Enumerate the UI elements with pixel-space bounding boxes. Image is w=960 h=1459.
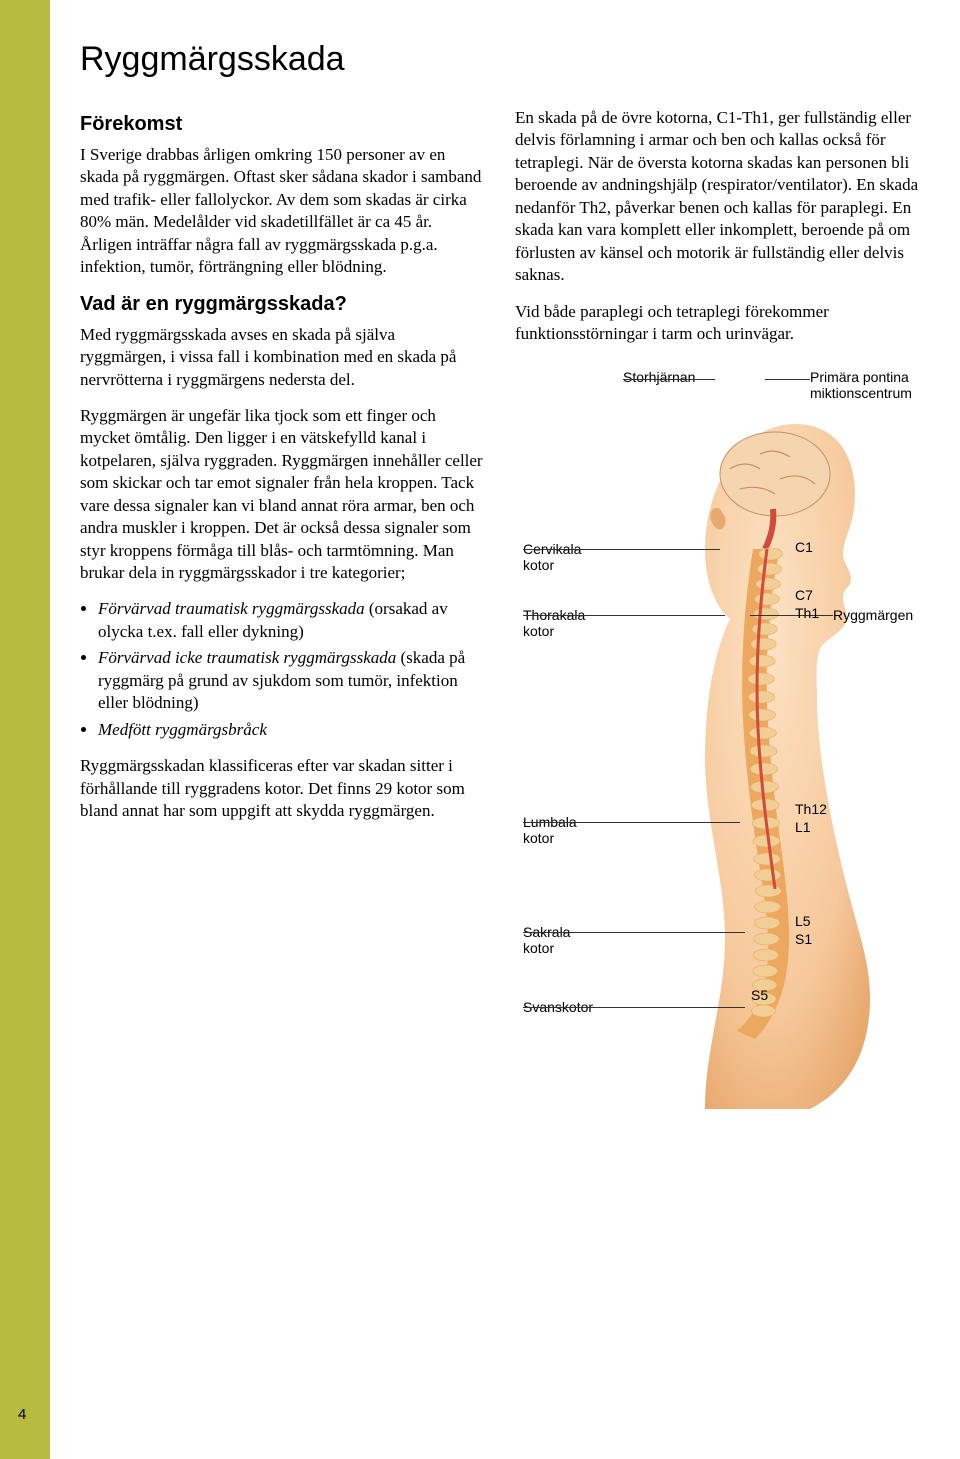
diagram-label: Primära pontinamiktionscentrum bbox=[810, 369, 912, 401]
spine-tick-label: Th12 bbox=[795, 801, 827, 817]
page-title: Ryggmärgsskada bbox=[80, 40, 920, 79]
label-line bbox=[623, 379, 715, 380]
label-line bbox=[523, 822, 740, 823]
content-area: Ryggmärgsskada Förekomst I Sverige drabb… bbox=[80, 40, 920, 1139]
page: 4 Ryggmärgsskada Förekomst I Sverige dra… bbox=[0, 0, 960, 1459]
spine-diagram: Storhjärnan Cervikalakotor Thorakalakotor L… bbox=[515, 359, 915, 1139]
para-vad3: Ryggmärgsskadan klassificeras efter var … bbox=[80, 755, 485, 822]
list-em: Medfött ryggmärgsbråck bbox=[98, 720, 267, 739]
body-illustration bbox=[645, 399, 885, 1119]
para-vad1: Med ryggmärgsskada avses en skada på sjä… bbox=[80, 324, 485, 391]
right-column: En skada på de övre kotorna, C1-Th1, ger… bbox=[515, 107, 920, 1139]
list-item: Förvärvad icke traumatisk ryggmärgsskada… bbox=[98, 647, 485, 714]
diagram-label: Cervikalakotor bbox=[523, 541, 581, 573]
label-line bbox=[523, 615, 725, 616]
diagram-label: Sakralakotor bbox=[523, 924, 570, 956]
label-line bbox=[765, 379, 810, 380]
list-em: Förvärvad traumatisk ryggmärgsskada bbox=[98, 599, 365, 618]
diagram-label: Ryggmärgen bbox=[833, 607, 913, 623]
spine-tick-label: C7 bbox=[795, 587, 813, 603]
diagram-label: Storhjärnan bbox=[623, 369, 695, 385]
spine-tick-label: Th1 bbox=[795, 605, 819, 621]
label-line bbox=[750, 615, 833, 616]
para-forekomst: I Sverige drabbas årligen omkring 150 pe… bbox=[80, 144, 485, 279]
spine-tick-label: S5 bbox=[751, 987, 768, 1003]
left-column: Förekomst I Sverige drabbas årligen omkr… bbox=[80, 107, 485, 1139]
subhead-forekomst: Förekomst bbox=[80, 113, 485, 136]
spine-tick-label: L1 bbox=[795, 819, 811, 835]
spine-tick-label: C1 bbox=[795, 539, 813, 555]
spine-tick-label: L5 bbox=[795, 913, 811, 929]
para-right1: En skada på de övre kotorna, C1-Th1, ger… bbox=[515, 107, 920, 287]
para-vad2: Ryggmärgen är ungefär lika tjock som ett… bbox=[80, 405, 485, 585]
columns: Förekomst I Sverige drabbas årligen omkr… bbox=[80, 107, 920, 1139]
diagram-label: Lumbalakotor bbox=[523, 814, 577, 846]
page-number: 4 bbox=[18, 1406, 26, 1423]
list-item: Medfött ryggmärgsbråck bbox=[98, 719, 485, 741]
label-line bbox=[523, 549, 720, 550]
subhead-vad: Vad är en ryggmärgsskada? bbox=[80, 293, 485, 316]
diagram-label: Thorakalakotor bbox=[523, 607, 585, 639]
label-line bbox=[523, 932, 745, 933]
label-line bbox=[523, 1007, 745, 1008]
list-item: Förvärvad traumatisk ryggmärgsskada (ors… bbox=[98, 598, 485, 643]
left-sidebar bbox=[0, 0, 50, 1459]
list-em: Förvärvad icke traumatisk ryggmärgsskada bbox=[98, 648, 396, 667]
spine-tick-label: S1 bbox=[795, 931, 812, 947]
category-list: Förvärvad traumatisk ryggmärgsskada (ors… bbox=[80, 598, 485, 741]
para-right2: Vid både paraplegi och tetraplegi före­k… bbox=[515, 301, 920, 346]
